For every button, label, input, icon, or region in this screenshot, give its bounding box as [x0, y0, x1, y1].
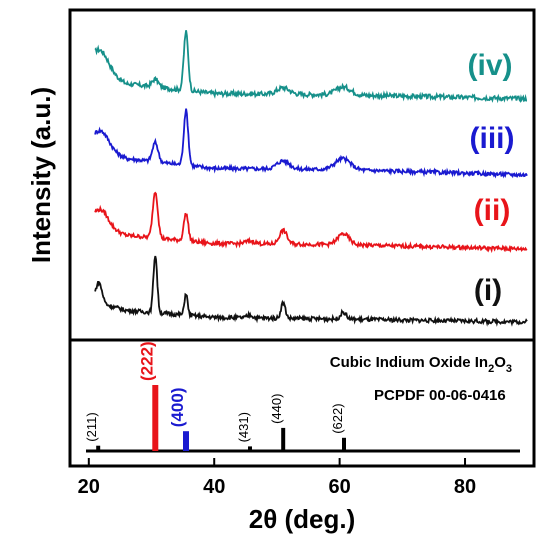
hkl-label-622: (622): [330, 403, 345, 433]
hkl-label-layer: (211) (222) (400) (431) (440) (622): [84, 341, 345, 442]
x-tick-label-60: 60: [328, 476, 350, 498]
reference-title-sub2: 3: [506, 363, 512, 375]
series-label-iii: (iii): [470, 122, 515, 155]
series-label-i: (i): [474, 274, 502, 307]
reference-bar-440: [281, 427, 286, 451]
reference-title-sub: 2: [488, 363, 494, 375]
series-line-i: [94, 255, 528, 327]
hkl-label-211: (211): [84, 412, 99, 441]
reference-bar-layer: [96, 385, 346, 451]
reference-bar-400: [183, 431, 189, 451]
bottom-panel-frame: [68, 338, 536, 468]
x-axis-title: 2θ (deg.): [249, 504, 356, 534]
x-tick-label-40: 40: [203, 476, 225, 498]
reference-card: PCPDF 00-06-0416: [374, 387, 506, 404]
series-line-ii: [94, 191, 528, 254]
reference-bar-222: [152, 385, 159, 451]
series-line-iii: [94, 108, 528, 179]
y-axis-title: Intensity (a.u.): [26, 87, 56, 263]
reference-bar-622: [342, 437, 346, 451]
reference-bar-211: [96, 445, 101, 451]
x-tick-layer: 20 40 60 80: [78, 458, 476, 498]
hkl-label-440: (440): [269, 394, 284, 424]
series-layer: [94, 30, 528, 327]
reference-title-mid: O: [494, 354, 506, 371]
hkl-label-222: (222): [137, 341, 156, 381]
x-tick-label-80: 80: [454, 476, 476, 498]
series-label-iv: (iv): [468, 49, 513, 82]
reference-bar-431: [248, 446, 252, 451]
x-tick-label-20: 20: [78, 476, 100, 498]
hkl-label-431: (431): [236, 412, 251, 442]
series-label-layer: (iv) (iii) (ii) (i): [468, 49, 515, 307]
series-line-iv: [94, 30, 528, 104]
hkl-label-400: (400): [168, 388, 187, 428]
reference-title: Cubic Indium Oxide In2O3: [330, 354, 512, 375]
series-label-ii: (ii): [474, 194, 511, 227]
